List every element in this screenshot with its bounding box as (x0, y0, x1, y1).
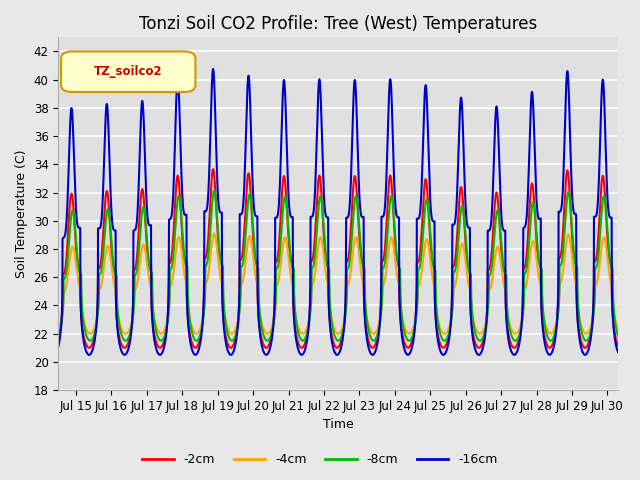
X-axis label: Time: Time (323, 419, 353, 432)
-4cm (515, 327, 523, 333)
-4cm (614, 327, 622, 333)
-16cm (268, 334, 276, 339)
-8cm (211, 188, 218, 193)
-8cm (515, 334, 523, 339)
-2cm (333, 345, 341, 351)
-16cm (614, 349, 622, 355)
-16cm (156, 352, 164, 358)
-2cm (419, 213, 426, 218)
-2cm (156, 345, 164, 351)
-8cm (156, 337, 164, 343)
-2cm (209, 166, 217, 172)
-2cm (614, 343, 622, 348)
-8cm (269, 327, 276, 333)
Line: -2cm: -2cm (58, 169, 618, 348)
-2cm (390, 226, 398, 231)
Legend: -2cm, -4cm, -8cm, -16cm: -2cm, -4cm, -8cm, -16cm (138, 448, 502, 471)
-4cm (472, 327, 480, 333)
-8cm (193, 338, 200, 344)
Line: -8cm: -8cm (58, 191, 618, 341)
Y-axis label: Soil Temperature (C): Soil Temperature (C) (15, 149, 28, 278)
-16cm (333, 352, 341, 358)
FancyBboxPatch shape (61, 51, 195, 92)
-2cm (54, 337, 62, 343)
-8cm (390, 218, 398, 224)
Text: TZ_soilco2: TZ_soilco2 (94, 65, 163, 78)
-8cm (54, 334, 62, 339)
-8cm (614, 333, 622, 339)
-16cm (54, 344, 62, 349)
-4cm (269, 323, 276, 328)
-16cm (419, 157, 426, 163)
-2cm (268, 329, 276, 335)
-2cm (515, 337, 523, 343)
-2cm (472, 342, 480, 348)
Title: Tonzi Soil CO2 Profile: Tree (West) Temperatures: Tonzi Soil CO2 Profile: Tree (West) Temp… (139, 15, 538, 33)
-8cm (472, 333, 480, 339)
-4cm (419, 262, 426, 267)
-4cm (193, 331, 200, 336)
-4cm (54, 327, 62, 333)
-16cm (515, 343, 523, 349)
-4cm (156, 330, 164, 336)
Line: -16cm: -16cm (58, 69, 618, 355)
-4cm (211, 231, 218, 237)
-16cm (390, 179, 398, 184)
-4cm (390, 249, 398, 254)
-16cm (209, 66, 217, 72)
Line: -4cm: -4cm (58, 234, 618, 334)
-16cm (472, 349, 480, 355)
-8cm (419, 239, 426, 244)
